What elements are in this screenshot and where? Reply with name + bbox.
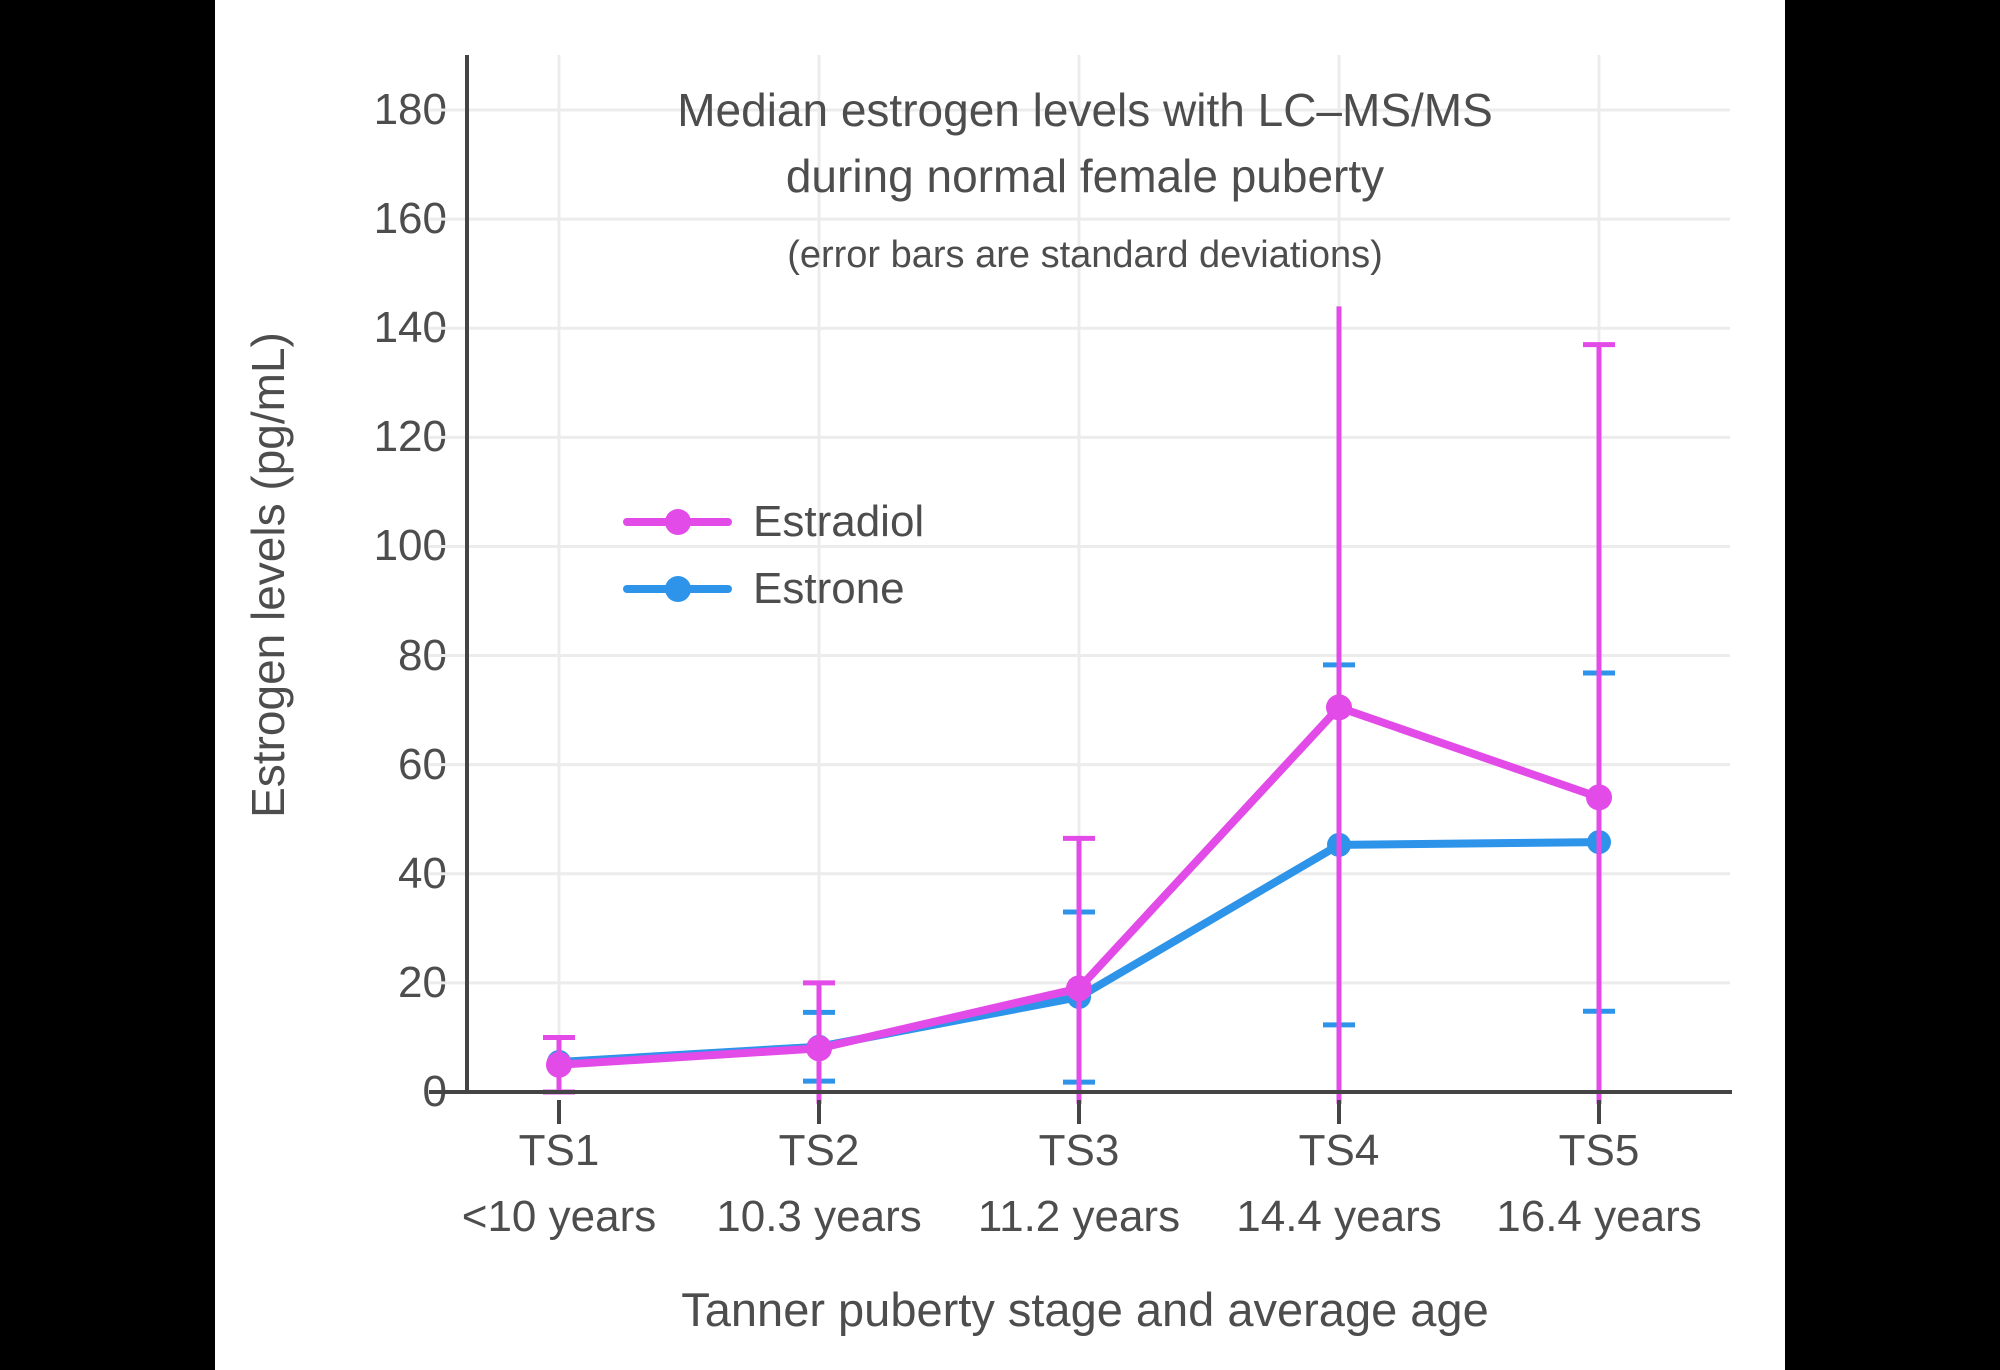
x-tick-label-TS1: TS1 <10 years [429,1122,689,1242]
x-tick-label-TS3: TS3 11.2 years [949,1122,1209,1242]
legend-label-estrone: Estrone [753,563,905,613]
legend-item-estradiol[interactable]: Estradiol [623,488,924,555]
x-tick-stage-TS1: TS1 [518,1126,600,1175]
x-tick-stage-TS4: TS4 [1298,1126,1380,1175]
x-tick-stage-TS3: TS3 [1038,1126,1120,1175]
x-tick-stage-TS5: TS5 [1558,1126,1640,1175]
x-tick-age-TS3: 11.2 years [977,1192,1181,1241]
x-tick-age-TS5: 16.4 years [1496,1192,1702,1241]
estradiol-line-sample-icon [623,508,732,535]
x-tick-stage-TS2: TS2 [778,1126,860,1175]
chart-title-line1: Median estrogen levels with LC–MS/MS [677,84,1493,136]
estradiol-marker-TS4 [1326,694,1352,721]
legend-label-estradiol: Estradiol [753,496,925,546]
chart-title-line2: during normal female puberty [785,150,1385,202]
figure-canvas [215,0,1785,1370]
estradiol-marker-icon [664,508,691,535]
estradiol-marker-TS3 [1066,975,1092,1002]
estradiol-marker-TS1 [546,1051,572,1078]
estradiol-marker-TS5 [1586,784,1612,811]
x-tick-label-TS4: TS4 14.4 years [1209,1122,1469,1242]
legend-item-estrone[interactable]: Estrone [623,555,924,622]
x-tick-age-TS4: 14.4 years [1236,1192,1442,1241]
estradiol-marker-TS2 [806,1035,832,1062]
estrone-marker-icon [664,575,691,602]
chart-subtitle: (error bars are standard deviations) [787,234,1383,276]
x-tick-age-TS1: <10 years [461,1192,657,1241]
x-tick-age-TS2: 10.3 years [716,1192,922,1241]
x-tick-label-TS2: TS2 10.3 years [689,1122,949,1242]
x-tick-label-TS5: TS5 16.4 years [1469,1122,1729,1242]
legend: Estradiol Estrone [623,488,924,622]
y-axis-title: Estrogen levels (pg/mL) [242,332,294,818]
estrone-line-sample-icon [623,575,732,602]
x-axis-title: Tanner puberty stage and average age [681,1283,1489,1336]
